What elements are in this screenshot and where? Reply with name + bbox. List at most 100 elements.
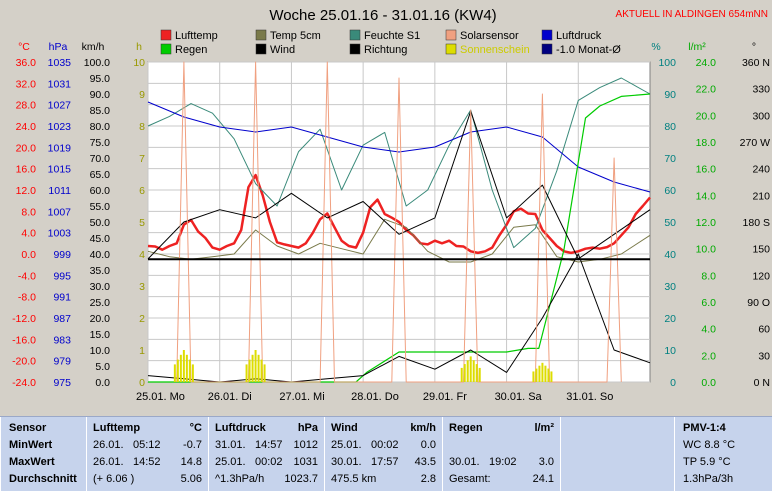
humidity-tick-label: 0 (670, 377, 676, 389)
rain-tick-label: 18.0 (696, 137, 717, 149)
wind-tick-label: 70.0 (90, 153, 111, 165)
wind-tick-label: 30.0 (90, 281, 111, 293)
pressure-tick-label: 991 (53, 292, 71, 304)
temp-tick-label: -12.0 (12, 313, 36, 325)
pressure-tick-label: 1035 (48, 57, 72, 69)
temp-tick-label: -24.0 (12, 377, 36, 389)
x-tick-label: 26.01. Di (208, 391, 252, 403)
humidity-axis-unit: % (651, 41, 660, 53)
dir-tick-label: 60 (758, 324, 770, 336)
dir-tick-label: 300 (752, 110, 770, 122)
sunshine-bar (550, 371, 553, 382)
wind-tick-label: 40.0 (90, 249, 111, 261)
sunshine-bar (547, 368, 550, 382)
sunshine-bar (541, 362, 544, 382)
rain-tick-label: 20.0 (696, 110, 717, 122)
legend-label: Regen (175, 44, 207, 56)
sunshine-bar (538, 365, 541, 382)
luftdruck-trend: ^1.3hPa/h (215, 473, 265, 485)
legend-label: -1.0 Monat-Ø (556, 44, 621, 56)
temp-tick-label: 36.0 (16, 57, 37, 69)
legend-swatch (160, 43, 172, 55)
stats-lufttemp-column: Lufttemp °C 26.01. 05:12 -0.7 26.01. 14:52 14… (86, 417, 208, 491)
dir-tick-label: 240 (752, 164, 770, 176)
sunshine-bar (469, 356, 472, 382)
stats-wind-unit: km/h (410, 422, 436, 434)
legend-swatch (349, 43, 361, 55)
wind-tick-label: 100.0 (84, 57, 110, 69)
pressure-tick-label: 995 (53, 270, 71, 282)
dir-tick-label: 30 (758, 350, 770, 362)
wind-max-time: 17:57 (371, 456, 399, 468)
luftdruck-max-date: 25.01. (215, 456, 246, 468)
stats-luftdruck-unit: hPa (297, 422, 318, 434)
x-tick-label: 29.01. Fr (423, 391, 467, 403)
x-tick-label: 25.01. Mo (136, 391, 185, 403)
sunshine-bar (544, 365, 547, 382)
sunshine-bar (257, 354, 260, 382)
stats-luftdruck-column: Luftdruck hPa 31.01. 14:57 1012 25.01. 00:02… (208, 417, 324, 491)
wind-tick-label: 50.0 (90, 217, 111, 229)
pressure-axis-unit: hPa (49, 41, 68, 53)
lufttemp-max-time: 14:52 (133, 456, 161, 468)
series-richtung (147, 110, 651, 260)
sunshine-bar (182, 350, 185, 382)
humidity-tick-label: 40 (664, 249, 676, 261)
series-wind (147, 253, 651, 383)
temp-tick-label: 16.0 (16, 164, 37, 176)
wind-tick-label: 10.0 (90, 345, 111, 357)
legend-swatch (255, 29, 267, 41)
legend-swatch (160, 29, 172, 41)
rain-tick-label: 6.0 (701, 297, 716, 309)
pressure-tick-label: 999 (53, 249, 71, 261)
sun-tick-label: 7 (139, 153, 145, 165)
rain-tick-label: 8.0 (701, 270, 716, 282)
luftdruck-min-time: 14:57 (255, 439, 283, 451)
wind-avg-value: 2.8 (420, 473, 436, 485)
temp-tick-label: 0.0 (21, 249, 36, 261)
sunshine-bar (248, 359, 251, 382)
regen-max-date: 30.01. (449, 456, 480, 468)
dir-tick-label: 150 (752, 244, 770, 256)
pressure-tick-label: 983 (53, 334, 71, 346)
stats-regen-unit: l/m² (534, 422, 554, 434)
sunshine-bar (173, 364, 176, 382)
stats-luftdruck-title: Luftdruck (215, 422, 266, 434)
series-regen (148, 93, 651, 383)
legend-swatch (255, 43, 267, 55)
regen-total-label: Gesamt: (449, 473, 491, 485)
sunshine-bar (263, 364, 266, 382)
sunshine-bar (532, 371, 535, 382)
legend-label: Sonnenschein (460, 44, 530, 56)
sunshine-bar (245, 364, 248, 382)
pressure-tick-label: 1023 (48, 121, 72, 133)
legend-swatch (541, 29, 553, 41)
stats-row-max: MaxWert (9, 456, 55, 468)
dir-tick-label: 330 (752, 84, 770, 96)
pressure-tick-label: 987 (53, 313, 71, 325)
legend-label: Solarsensor (460, 30, 519, 42)
stats-row-avg: Durchschnitt (9, 473, 77, 485)
sun-tick-label: 5 (139, 217, 145, 229)
sunshine-bar (463, 364, 466, 382)
wind-tick-label: 5.0 (95, 361, 110, 373)
wind-tick-label: 65.0 (90, 169, 111, 181)
sun-tick-label: 8 (139, 121, 145, 133)
temp-tick-label: -8.0 (18, 292, 36, 304)
wind-axis-unit: km/h (82, 41, 105, 53)
dir-axis-unit: ° (752, 41, 756, 53)
rain-tick-label: 0.0 (701, 377, 716, 389)
wind-tick-label: 45.0 (90, 233, 111, 245)
temp-tick-label: -20.0 (12, 356, 36, 368)
legend-swatch (445, 29, 457, 41)
x-tick-label: 31.01. So (566, 391, 613, 403)
sunshine-bar (251, 354, 254, 382)
sunshine-bar (185, 354, 188, 382)
humidity-tick-label: 50 (664, 217, 676, 229)
sun-tick-label: 0 (139, 377, 145, 389)
legend-label: Richtung (364, 44, 407, 56)
stats-lufttemp-title: Lufttemp (93, 422, 141, 434)
sun-tick-label: 6 (139, 185, 145, 197)
series-luftdruck (147, 101, 651, 193)
sun-tick-label: 4 (139, 249, 145, 261)
